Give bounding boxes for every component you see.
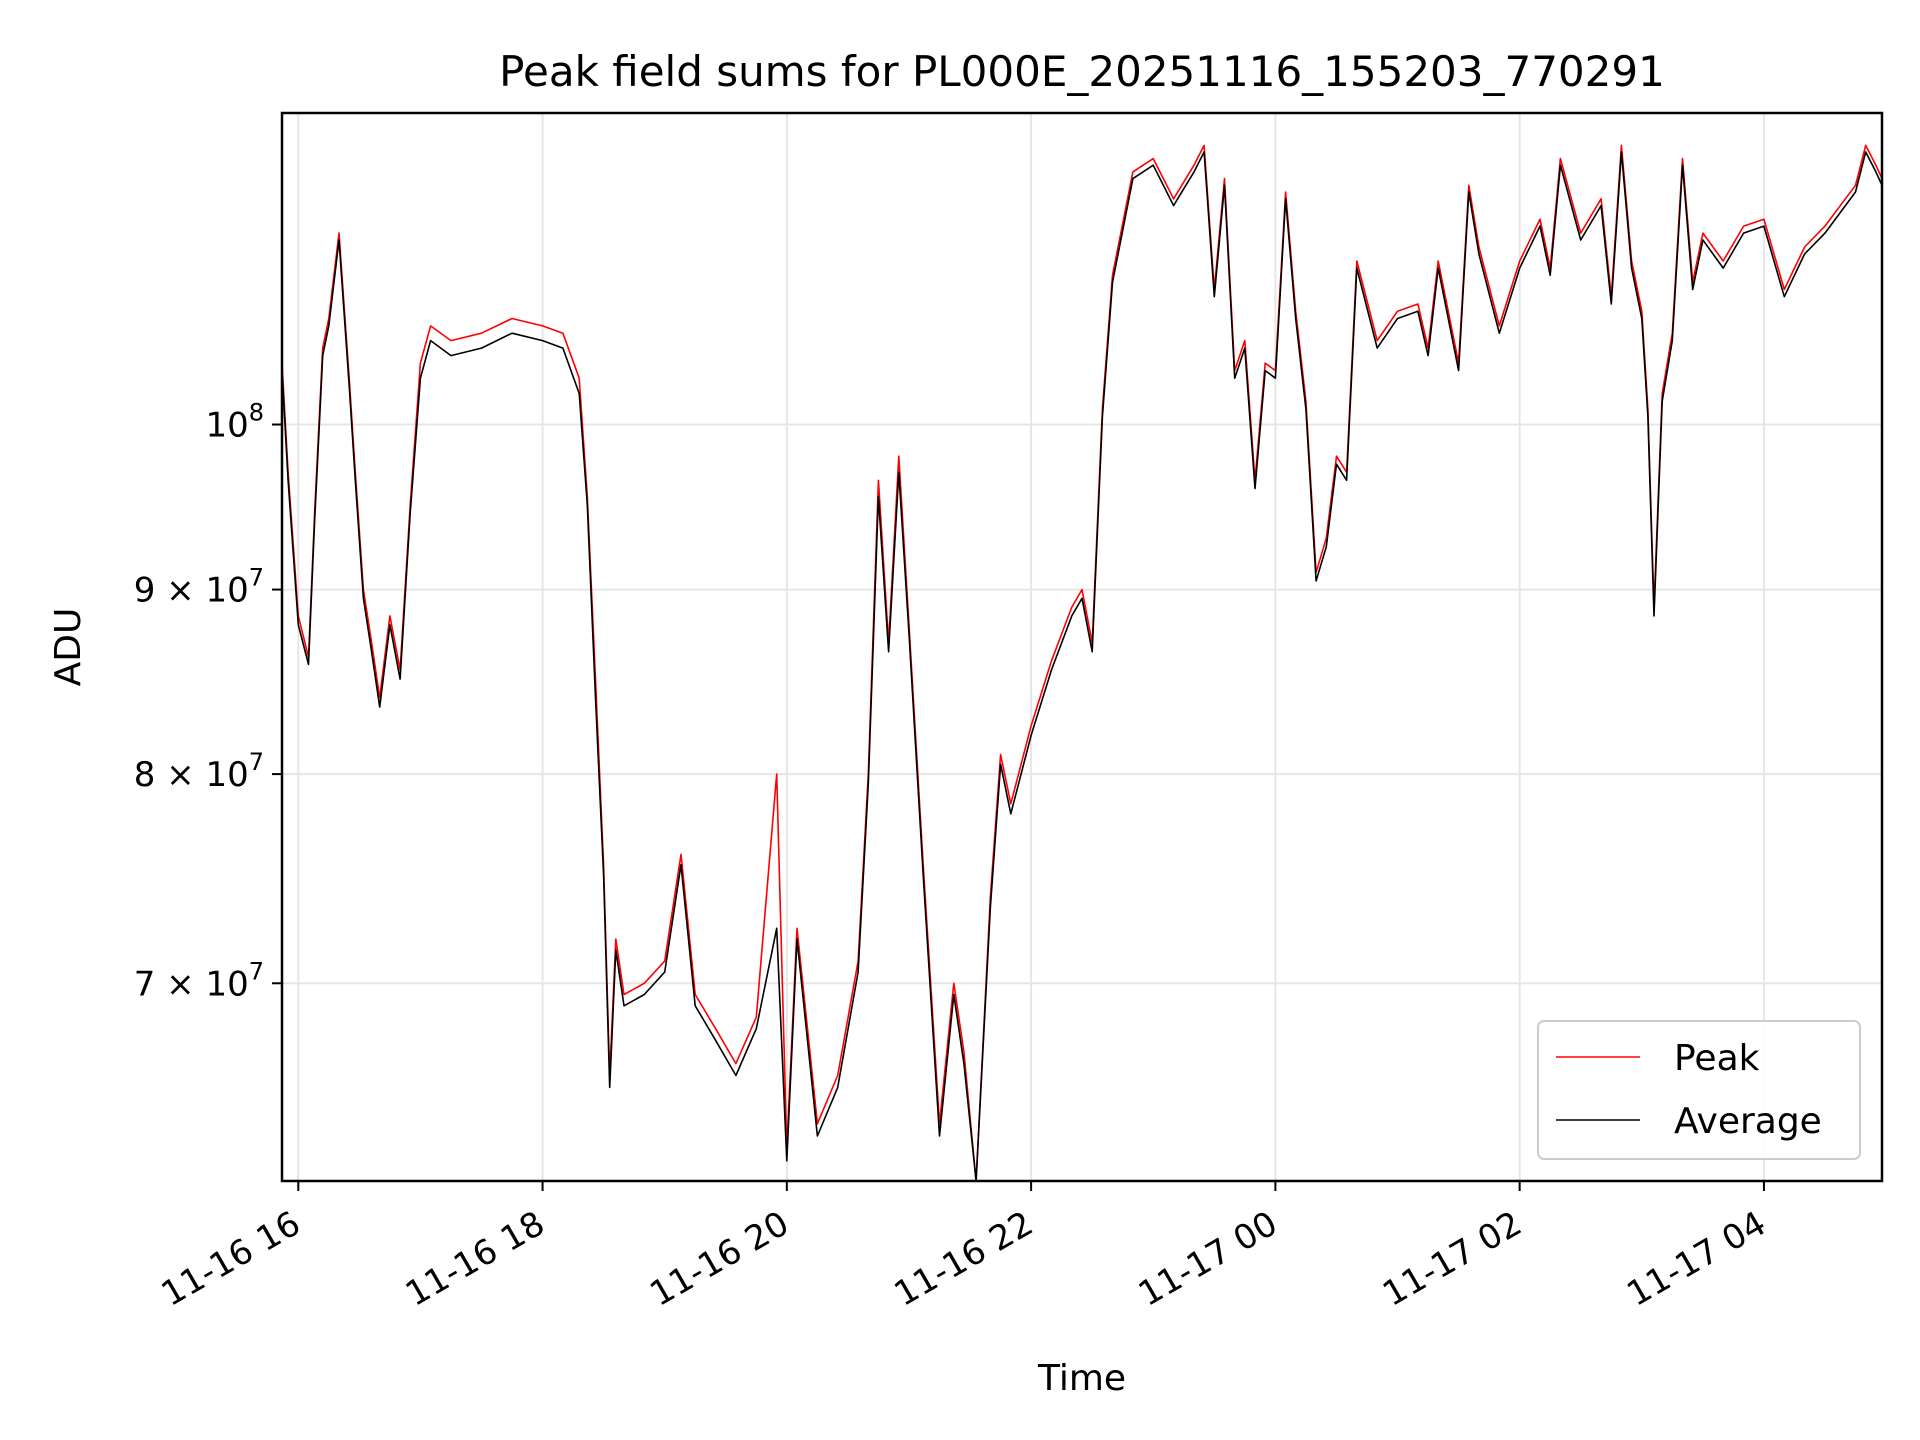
- series-lines: [281, 144, 1883, 1182]
- y-axis-label: ADU: [48, 608, 89, 687]
- series-line-average: [281, 151, 1883, 1182]
- x-tick-label: 11-16 20: [643, 1204, 795, 1315]
- y-tick-label: 108: [205, 399, 264, 446]
- x-tick-label: 11-17 04: [1620, 1204, 1772, 1315]
- legend-average-label: Average: [1674, 1101, 1822, 1142]
- legend-peak-label: Peak: [1674, 1038, 1760, 1079]
- legend: Peak Average: [1537, 1020, 1861, 1160]
- x-tick-label: 11-16 18: [399, 1204, 551, 1315]
- y-axis-ticks: 7 × 107 8 × 107 9 × 107 108: [134, 399, 282, 1004]
- y-tick-label: 8 × 107: [134, 748, 264, 795]
- x-axis-ticks: 11-16 16 11-16 18 11-16 20 11-16 22 11-17 00…: [155, 1181, 1773, 1315]
- grid-lines: [282, 113, 1882, 1181]
- x-tick-label: 11-16 22: [888, 1204, 1040, 1315]
- x-tick-label: 11-17 02: [1376, 1204, 1528, 1315]
- x-tick-label: 11-16 16: [155, 1204, 307, 1315]
- x-axis-label: Time: [1037, 1358, 1126, 1399]
- legend-box: [1537, 1020, 1861, 1160]
- y-tick-label: 9 × 107: [134, 564, 264, 611]
- plot-frame: [280, 111, 1884, 1183]
- y-tick-label: 7 × 107: [134, 957, 264, 1004]
- x-tick-label: 11-17 00: [1132, 1204, 1284, 1315]
- chart-title: Peak field sums for PL000E_20251116_1552…: [499, 47, 1665, 96]
